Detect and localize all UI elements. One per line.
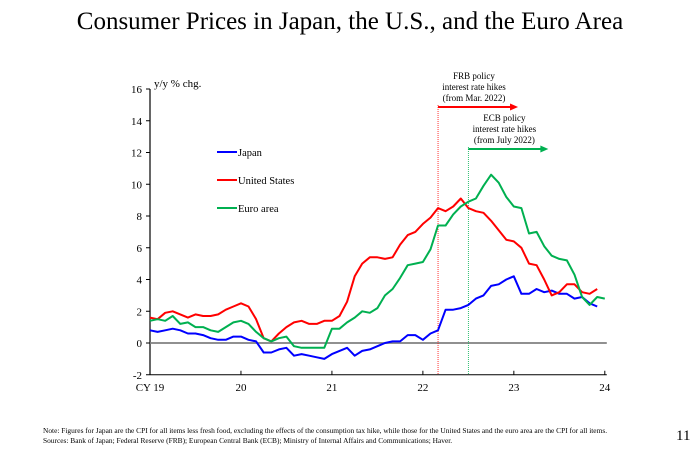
policy-arrow-head (510, 103, 519, 111)
y-tick-label: 4 (137, 275, 143, 287)
y-tick-label: 10 (131, 179, 143, 191)
legend-label: Japan (238, 148, 263, 159)
note-text: Note: Figures for Japan are the CPI for … (43, 426, 608, 435)
policy-annotation-text: ECB policy (483, 113, 526, 123)
policy-annotation-text: (from July 2022) (474, 135, 535, 145)
y-tick-label: 12 (131, 148, 142, 160)
policy-annotation-text: FRB policy (453, 71, 495, 81)
y-tick-label: 16 (131, 84, 143, 96)
y-tick-label: 6 (137, 243, 143, 255)
series-line-united-states (149, 197, 598, 343)
policy-annotation-text: (from Mar. 2022) (443, 93, 506, 103)
y-tick-label: 0 (137, 338, 143, 350)
policy-arrow-head (540, 145, 549, 153)
policy-annotation-text: interest rate hikes (473, 124, 537, 134)
x-tick-label: 23 (508, 382, 520, 394)
legend-label: United States (238, 176, 294, 187)
policy-annotation-text: interest rate hikes (442, 82, 506, 92)
y-tick-label: -2 (133, 370, 142, 382)
y-tick-label: 2 (137, 306, 143, 318)
page-number: 11 (676, 428, 691, 444)
y-tick-label: 14 (131, 116, 143, 128)
y-axis-label: y/y % chg. (154, 78, 202, 90)
x-tick-label: 22 (417, 382, 428, 394)
x-tick-label: 21 (326, 382, 337, 394)
x-tick-label: 20 (235, 382, 247, 394)
sources-text: Sources: Bank of Japan; Federal Reserve … (43, 435, 453, 445)
series-line-euro-area (149, 173, 606, 349)
x-tick-label: CY 19 (136, 382, 165, 394)
footnote: Note: Figures for Japan are the CPI for … (43, 426, 607, 445)
chart-title: Consumer Prices in Japan, the U.S., and … (76, 8, 624, 35)
series-line-japan (149, 275, 598, 360)
legend-label: Euro area (238, 204, 279, 215)
y-tick-label: 8 (137, 211, 143, 223)
x-tick-label: 24 (599, 382, 611, 394)
